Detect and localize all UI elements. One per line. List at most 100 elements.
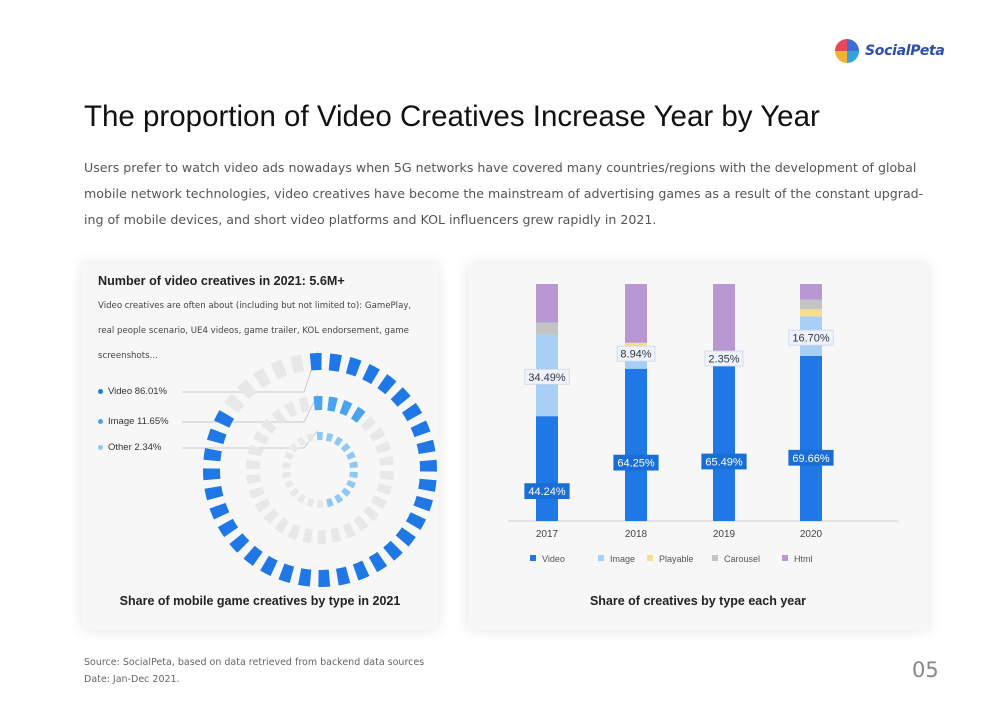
x-tick-label: 2019 [713,529,736,540]
data-label-2020-image: 16.70% [788,329,834,346]
data-label-2019-video: 65.49% [701,453,747,470]
radial-segment-other [349,471,358,479]
radial-segment-image [247,444,264,457]
radial-segment-image [298,397,310,413]
radial-segment-image [254,498,271,513]
legend-item-video: Video [530,554,565,564]
radial-series-video [203,353,437,587]
radial-segment-image [313,396,323,411]
radial-segment-image [360,415,377,432]
legend-swatch [647,555,653,561]
brand-name: SocialPeta [865,43,945,59]
legend-label: Html [794,554,813,564]
radial-segment-other [333,436,343,447]
radial-segment-other [282,471,291,479]
radial-segment-other [289,487,300,498]
radial-segment-other [326,497,334,508]
x-tick-label: 2020 [800,529,823,540]
legend-item-image: Image [598,554,635,564]
radial-segment-other [296,436,306,447]
legend-item-playable: Playable [647,554,694,564]
radial-segment-image [379,471,394,481]
radial-segment-image [302,528,313,544]
radial-bar-chart [182,350,437,587]
data-label-text: 34.49% [528,372,566,384]
radial-segment-video [270,359,288,380]
legend-dot-other [98,445,103,450]
legend-swatch [530,555,536,561]
radial-segment-video [224,393,245,413]
bar-2018-html [625,284,647,343]
radial-segment-other [282,461,291,469]
radial-chart-card: Number of video creatives in 2021: 5.6M+… [82,264,438,630]
legend-label: Carousel [724,554,760,564]
legend-dot-video [98,389,103,394]
brand-logo: SocialPeta [833,36,945,66]
legend-item-carousel: Carousel [712,554,760,564]
radial-segment-image [274,517,290,534]
legend-item-other: Other 2.34% [98,442,161,453]
radial-segment-other [284,451,294,460]
data-label-box [788,329,834,346]
bar-2017-carousel [536,322,558,335]
radial-segment-image [353,515,369,532]
data-label-2020-video: 69.66% [788,449,834,466]
radial-segment-video [405,512,427,530]
bar-2020-video [800,355,822,521]
kpi-title: Number of video creatives in 2021: 5.6M+ [98,274,345,288]
x-tick-label: 2018 [625,529,648,540]
stacked-bar-chart: 2017 2018 2019 2020 44.24% 34.49% 64.25% 8.94% 6… [508,284,898,564]
data-label-box [613,454,659,471]
radial-series-other [282,432,358,508]
stacked-chart-card: 2017 2018 2019 2020 44.24% 34.49% 64.25% 8.94% 6… [468,264,928,630]
radial-segment-other [306,432,314,443]
bar-2020-playable [800,309,822,317]
radial-segment-other [325,432,334,442]
radial-segment-other [334,493,344,504]
data-label-text: 2.35% [708,354,739,366]
data-label-2017-image: 34.49% [524,368,570,385]
legend-label-image: Image 11.65% [108,416,169,427]
radial-segment-video [352,560,370,581]
legend-item-image: Image 11.65% [98,416,169,427]
radial-segment-video [413,495,434,512]
data-label-box [701,453,747,470]
bar-2017-html [536,284,558,323]
radial-segment-video [213,410,235,428]
data-label-box [616,345,656,362]
radial-segment-image [287,523,301,540]
radial-segment-video [377,374,397,395]
legend-dot-image [98,419,103,424]
radial-segment-image [339,400,353,417]
radial-segment-video [203,468,221,481]
page-number: 05 [912,658,939,682]
radial-segment-video [203,448,222,462]
radial-segment-video [204,485,224,501]
page-title: The proportion of Video Creatives Increa… [84,100,820,133]
radial-segment-video [418,478,437,492]
radial-segment-other [306,498,315,508]
radial-segment-image [248,486,265,499]
radial-segment-image [375,441,392,454]
source-text: Source: SocialPeta, based on data retrie… [84,657,425,668]
radial-segment-image [260,418,277,434]
legend-item-html: Html [782,554,813,564]
radial-segment-video [345,356,362,377]
radial-segment-other [289,442,299,453]
bar-2018-video [625,368,647,521]
radial-segment-image [350,406,366,423]
radial-segment-video [383,540,403,561]
radial-segment-video [278,563,295,584]
radial-segment-image [263,508,280,525]
leader-line-other [182,429,319,449]
footer-source: Source: SocialPeta, based on data retrie… [84,654,424,688]
bar-2019-html [713,284,735,361]
radial-segment-image [252,430,270,445]
legend-item-video: Video 86.01% [98,386,167,397]
data-label-box [788,449,834,466]
legend-label: Video [542,554,565,564]
radial-segment-video [206,428,227,445]
radial-segment-image [363,506,380,522]
legend-label: Playable [659,554,694,564]
legend-swatch [782,555,788,561]
